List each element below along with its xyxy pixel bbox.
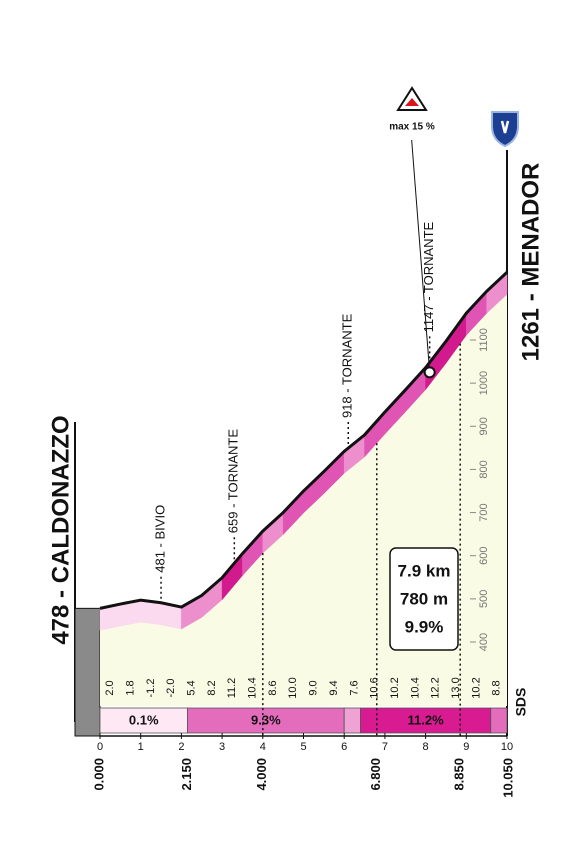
gradient-label: 9.0	[308, 680, 320, 695]
x-tick-label: 6	[341, 741, 347, 753]
distance-label: 4.000	[254, 758, 269, 791]
max-point	[423, 366, 436, 379]
y-tick-label: 1100	[478, 328, 490, 352]
finish-icon	[491, 111, 519, 148]
sector	[343, 707, 361, 734]
gradient-label: -1.2	[145, 679, 157, 698]
distance-label: 2.150	[179, 758, 194, 791]
y-tick-label: 500	[478, 590, 490, 608]
summary-gradient: 9.9%	[405, 617, 444, 636]
max-pointer	[411, 139, 431, 373]
summary-box	[389, 547, 459, 651]
gradient-label: 1.8	[124, 680, 136, 695]
gradient-label: 8.2	[206, 680, 218, 695]
max-label: max 15 %	[389, 122, 435, 133]
x-tick-label: 8	[423, 741, 429, 753]
x-tick-label: 10	[501, 741, 513, 753]
gradient-label: 10.0	[287, 677, 299, 698]
distance-label: 6.800	[368, 758, 383, 791]
distance-label: 10.050	[500, 758, 515, 798]
sector-label: 11.2%	[408, 712, 445, 727]
summary-distance: 7.9 km	[398, 561, 451, 580]
distance-label: 0.000	[91, 758, 106, 791]
max-icon	[396, 86, 428, 111]
annotation-label: 918 - TORNANTE	[340, 313, 355, 418]
x-tick-label: 2	[178, 741, 184, 753]
x-tick-label: 0	[97, 741, 103, 753]
y-tick-label: 600	[478, 547, 490, 565]
sector	[99, 707, 188, 734]
gradient-label: 10.6	[369, 677, 381, 698]
credit: SDS	[513, 688, 529, 717]
annotation-label: 481 - BIVIO	[152, 505, 167, 573]
gradient-label: 10.2	[389, 677, 401, 698]
sector-label: 9.3%	[251, 712, 281, 727]
gradient-label: 11.2	[226, 678, 238, 699]
start-wall	[74, 607, 101, 737]
gradient-label: 9.4	[328, 680, 340, 695]
gradient-label: 8.8	[491, 680, 503, 695]
sector	[187, 707, 345, 734]
gradient-label: 13.0	[450, 677, 462, 698]
x-tick-label: 1	[138, 741, 144, 753]
y-tick-label: 400	[478, 633, 490, 651]
sector-label: 0.1%	[129, 712, 159, 727]
y-tick-label: 700	[478, 503, 490, 521]
x-tick-label: 7	[382, 741, 388, 753]
gradient-label: 8.6	[267, 680, 279, 695]
profile-top	[99, 271, 509, 610]
y-tick-label: 1000	[478, 371, 490, 395]
distance-label: 8.850	[452, 758, 467, 791]
sector	[360, 707, 492, 734]
gradient-label: 12.2	[430, 677, 442, 698]
x-tick-label: 9	[463, 741, 469, 753]
gradient-label: 10.4	[409, 677, 421, 698]
gradient-label: 10.2	[470, 677, 482, 698]
y-tick-label: 800	[478, 460, 490, 478]
sector	[490, 707, 508, 734]
y-tick-label: 900	[478, 417, 490, 435]
x-tick-label: 3	[219, 741, 225, 753]
end-title: 1261 - MENADOR	[517, 163, 544, 362]
x-tick-label: 5	[300, 741, 306, 753]
summary-gain: 780 m	[400, 589, 448, 608]
gradient-label: 5.4	[185, 680, 197, 695]
annotation-label: 659 - TORNANTE	[226, 429, 241, 534]
gradient-label: 2.0	[104, 680, 116, 695]
annotation-label: 1147 - TORNANTE	[421, 221, 436, 332]
gradient-label: -2.0	[165, 679, 177, 698]
x-tick-label: 4	[260, 741, 266, 753]
gradient-label: 10.4	[247, 677, 259, 698]
gradient-label: 7.6	[348, 680, 360, 695]
start-title: 478 - CALDONAZZO	[47, 415, 74, 644]
